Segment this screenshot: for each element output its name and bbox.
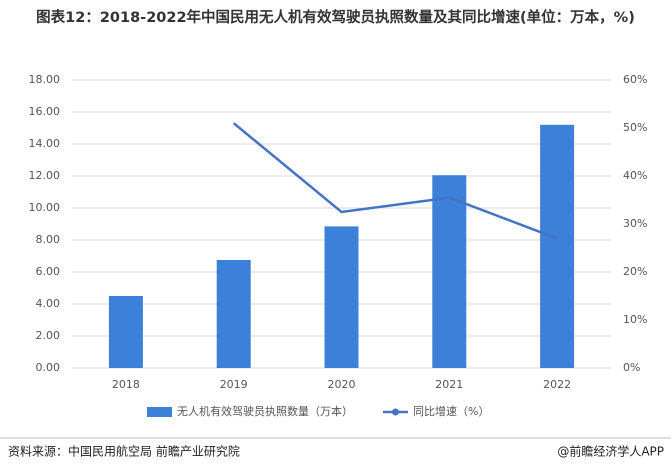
bar — [540, 124, 575, 368]
bar — [432, 175, 467, 368]
y-tick-label: 8.00 — [36, 233, 61, 246]
legend-label: 同比增速（%） — [413, 404, 489, 418]
y-tick-label: 6.00 — [36, 265, 61, 278]
y2-tick-label: 60% — [623, 73, 647, 86]
line — [232, 122, 558, 240]
chart-title: 图表12：2018-2022年中国民用无人机有效驾驶员执照数量及其同比增速(单位… — [36, 10, 635, 26]
y2-tick-label: 40% — [623, 169, 647, 182]
y-tick-label: 18.00 — [29, 73, 61, 86]
bar — [324, 226, 359, 368]
bar — [216, 260, 251, 368]
credit: @前瞻经济学人APP — [557, 444, 664, 459]
y-tick-label: 16.00 — [29, 105, 61, 118]
x-tick-label: 2020 — [328, 378, 356, 391]
y-tick-label: 10.00 — [29, 201, 61, 214]
y2-tick-label: 0% — [623, 361, 640, 374]
y-tick-label: 12.00 — [29, 169, 61, 182]
legend-swatch — [147, 407, 172, 417]
legend-marker — [392, 408, 399, 416]
x-tick-label: 2018 — [112, 378, 140, 391]
y2-tick-label: 20% — [623, 265, 647, 278]
x-tick-label: 2022 — [543, 378, 571, 391]
y2-tick-label: 50% — [623, 121, 647, 134]
y-tick-label: 0.00 — [36, 361, 61, 374]
legend-label: 无人机有效驾驶员执照数量（万本） — [177, 404, 353, 418]
y-tick-label: 14.00 — [29, 137, 61, 150]
y-tick-label: 4.00 — [36, 297, 61, 310]
y-tick-label: 2.00 — [36, 329, 61, 342]
source: 资料来源：中国民用航空局 前瞻产业研究院 — [8, 444, 240, 459]
bar — [108, 296, 143, 368]
x-tick-label: 2021 — [435, 378, 463, 391]
x-tick-label: 2019 — [220, 378, 248, 391]
y2-tick-label: 30% — [623, 217, 647, 230]
y2-tick-label: 10% — [623, 313, 647, 326]
